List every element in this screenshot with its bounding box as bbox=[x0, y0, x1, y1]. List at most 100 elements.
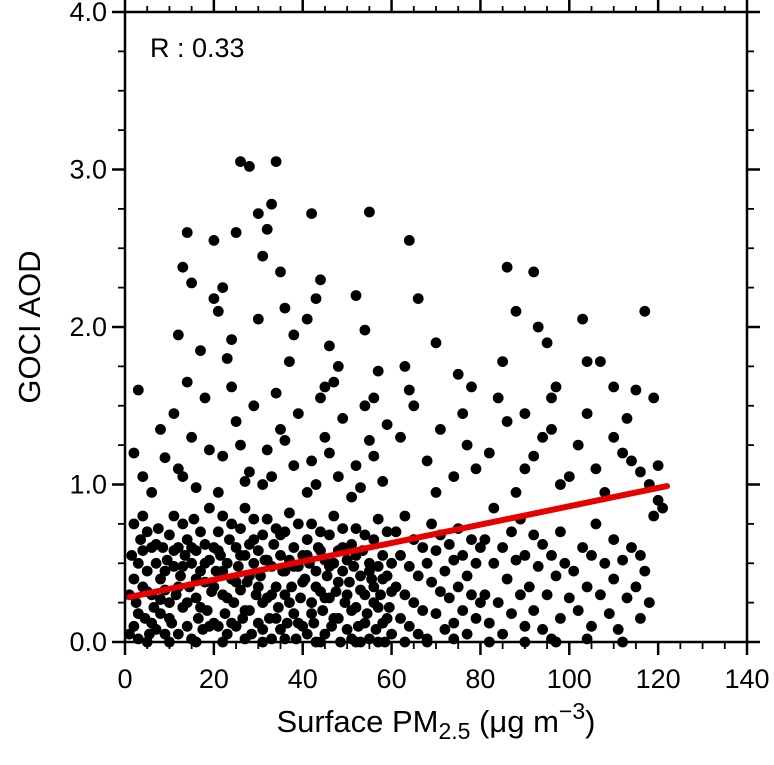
scatter-point bbox=[541, 337, 553, 349]
scatter-point bbox=[295, 592, 306, 604]
scatter-point bbox=[519, 636, 531, 648]
scatter-point bbox=[412, 570, 424, 582]
scatter-point bbox=[364, 557, 375, 569]
scatter-point bbox=[226, 518, 238, 530]
scatter-point bbox=[537, 624, 548, 635]
scatter-point bbox=[346, 605, 357, 616]
scatter-point bbox=[652, 460, 664, 471]
scatter-point bbox=[155, 424, 166, 435]
scatter-point bbox=[181, 597, 193, 608]
scatter-point bbox=[572, 605, 584, 616]
scatter-point bbox=[195, 565, 206, 577]
scatter-point bbox=[421, 455, 433, 467]
scatter-point bbox=[337, 413, 349, 424]
scatter-point bbox=[288, 542, 300, 553]
scatter-point bbox=[368, 392, 380, 404]
x-axis-title-mid: (μg m bbox=[470, 704, 558, 739]
scatter-point bbox=[555, 526, 566, 538]
scatter-point bbox=[399, 636, 411, 648]
scatter-point bbox=[355, 482, 366, 493]
scatter-point bbox=[195, 602, 206, 613]
scatter-point bbox=[488, 557, 500, 569]
scatter-point bbox=[372, 602, 384, 613]
scatter-point bbox=[510, 554, 522, 566]
scatter-point bbox=[368, 581, 380, 593]
scatter-point bbox=[448, 471, 460, 482]
scatter-point bbox=[212, 305, 224, 317]
scatter-point bbox=[590, 463, 602, 475]
scatter-point bbox=[130, 597, 142, 608]
scatter-point bbox=[266, 471, 277, 482]
scatter-point bbox=[648, 392, 660, 404]
scatter-point bbox=[239, 476, 251, 487]
scatter-point bbox=[563, 471, 575, 482]
scatter-point bbox=[346, 491, 357, 503]
scatter-point bbox=[212, 487, 224, 498]
scatter-point bbox=[248, 557, 260, 569]
scatter-point bbox=[155, 573, 166, 585]
scatter-point bbox=[164, 636, 175, 648]
scatter-point bbox=[639, 565, 651, 577]
scatter-point bbox=[146, 617, 158, 629]
scatter-point bbox=[150, 557, 162, 569]
scatter-point bbox=[159, 565, 171, 577]
scatter-point bbox=[217, 282, 229, 293]
scatter-point bbox=[324, 447, 335, 459]
x-tick-label: 140 bbox=[724, 664, 769, 694]
scatter-point bbox=[132, 608, 144, 619]
scatter-point bbox=[443, 592, 455, 604]
scatter-point bbox=[270, 156, 282, 168]
scatter-point bbox=[506, 526, 517, 538]
scatter-point bbox=[399, 510, 411, 522]
scatter-point bbox=[199, 392, 211, 404]
scatter-point bbox=[630, 384, 642, 396]
scatter-point bbox=[586, 620, 597, 632]
scatter-point bbox=[328, 510, 340, 522]
scatter-point bbox=[192, 613, 204, 624]
scatter-point bbox=[475, 542, 486, 553]
scatter-point bbox=[137, 510, 149, 522]
scatter-point bbox=[179, 550, 191, 561]
scatter-point bbox=[466, 381, 477, 393]
x-tick-label: 20 bbox=[199, 664, 229, 694]
scatter-point bbox=[261, 554, 273, 566]
scatter-point bbox=[321, 570, 333, 582]
scatter-point bbox=[275, 550, 286, 561]
scatter-point bbox=[359, 617, 371, 629]
scatter-point bbox=[501, 261, 513, 273]
scatter-point bbox=[381, 419, 393, 430]
scatter-point bbox=[279, 589, 291, 601]
scatter-point bbox=[461, 439, 473, 451]
scatter-point bbox=[350, 290, 362, 301]
scatter-point bbox=[377, 476, 389, 487]
scatter-point bbox=[306, 208, 317, 220]
scatter-point bbox=[479, 534, 491, 545]
scatter-point bbox=[190, 636, 202, 648]
scatter-point bbox=[621, 413, 633, 424]
scatter-point bbox=[448, 554, 460, 566]
scatter-point bbox=[239, 633, 251, 645]
scatter-point bbox=[292, 408, 304, 419]
x-tick-label: 0 bbox=[117, 664, 132, 694]
scatter-point bbox=[617, 554, 628, 566]
scatter-point bbox=[244, 161, 255, 172]
scatter-point bbox=[417, 542, 429, 553]
x-axis-title-end: ) bbox=[585, 704, 595, 739]
scatter-point bbox=[510, 487, 522, 498]
scatter-point bbox=[172, 329, 184, 341]
scatter-point bbox=[315, 545, 326, 556]
scatter-point bbox=[439, 565, 451, 577]
scatter-point bbox=[355, 584, 366, 596]
scatter-point bbox=[235, 584, 246, 596]
scatter-point bbox=[239, 502, 251, 514]
scatter-point bbox=[319, 381, 331, 393]
scatter-point bbox=[257, 479, 269, 490]
scatter-point bbox=[608, 573, 620, 585]
scatter-point bbox=[608, 381, 620, 393]
scatter-point bbox=[408, 400, 420, 412]
scatter-point bbox=[377, 550, 389, 561]
scatter-point bbox=[230, 416, 242, 427]
scatter-point bbox=[248, 513, 260, 525]
scatter-point bbox=[332, 471, 344, 482]
